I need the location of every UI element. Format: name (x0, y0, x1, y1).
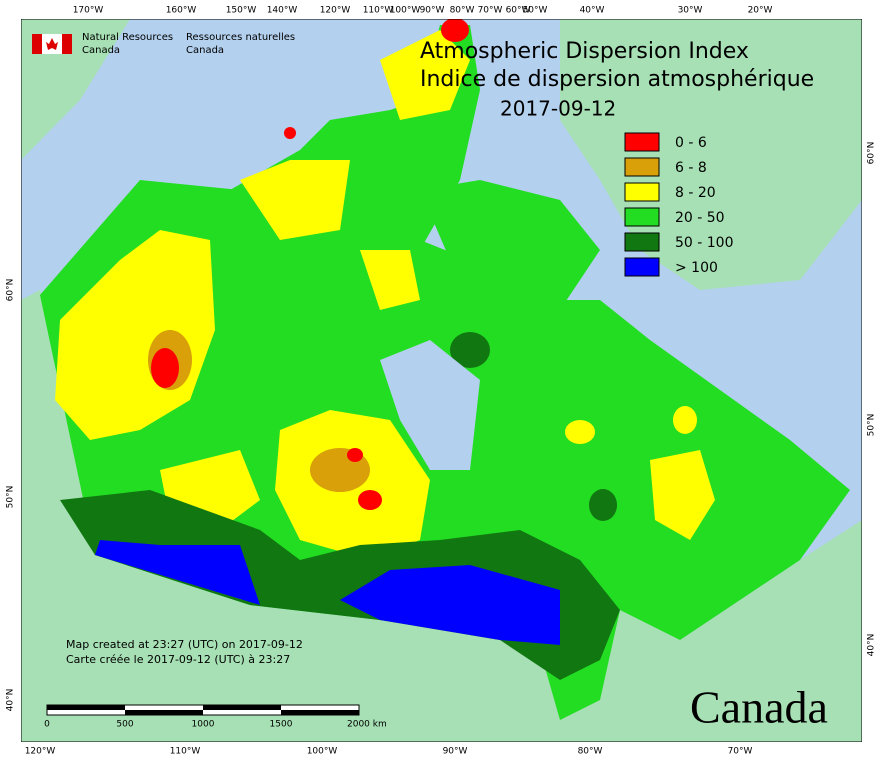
legend-swatch (624, 182, 660, 202)
longitude-label: 30°W (678, 6, 703, 16)
longitude-label: 120°W (25, 747, 56, 757)
legend: 0 - 6 6 - 8 8 - 20 20 - 50 50 - 100 > 100 (624, 132, 734, 277)
legend-swatch (624, 232, 660, 252)
agency-fr: Canada (186, 45, 224, 56)
legend-swatch (624, 132, 660, 152)
longitude-label: 20°W (748, 6, 773, 16)
zone-8-20 (565, 420, 595, 444)
latitude-label: 40°N (6, 689, 16, 712)
scale-label: 500 (116, 720, 133, 730)
longitude-label: 110°W (170, 747, 201, 757)
note: Map created at 23:27 (UTC) on 2017-09-12 (66, 638, 303, 651)
zone-0-6 (347, 448, 363, 462)
legend-swatch (624, 157, 660, 177)
longitude-label: 100°W (390, 6, 421, 16)
zone-8-20 (360, 250, 420, 310)
legend-label: > 100 (675, 260, 718, 276)
legend-label: 50 - 100 (675, 235, 734, 251)
zone-8-20 (240, 160, 350, 240)
longitude-label: 120°W (320, 6, 351, 16)
longitude-label: 110°W (363, 6, 394, 16)
agency-fr: Ressources naturelles (186, 32, 295, 43)
date: 2017-09-12 (500, 97, 616, 121)
zone-8-20 (380, 30, 470, 120)
legend-label: 20 - 50 (675, 210, 725, 226)
longitude-label: 40°W (580, 6, 605, 16)
zone-above-100 (95, 540, 260, 605)
wordmark: Canada (690, 682, 828, 733)
latitude-label: 60°N (867, 142, 877, 165)
longitude-label: 80°W (578, 747, 603, 757)
legend-label: 6 - 8 (675, 160, 707, 176)
zone-0-6 (441, 19, 469, 42)
zone-50-100 (450, 332, 490, 368)
longitude-label: 90°W (443, 747, 468, 757)
latitude-label: 60°N (6, 279, 16, 302)
longitude-label: 50°W (523, 6, 548, 16)
zone-8-20 (673, 406, 697, 434)
alaska (21, 19, 130, 160)
scale-label: 2000 km (347, 720, 387, 730)
logo (32, 34, 72, 54)
title: Atmospheric Dispersion Index (420, 39, 749, 64)
longitude-label: 70°W (478, 6, 503, 16)
longitude-label: 70°W (728, 747, 753, 757)
longitude-label: 160°W (166, 6, 197, 16)
zone-0-6 (284, 127, 296, 139)
zone-0-6 (151, 348, 179, 388)
latitude-label: 50°N (867, 414, 877, 437)
baffin-island (420, 180, 600, 310)
legend-swatch (624, 257, 660, 277)
legend-label: 8 - 20 (675, 185, 716, 201)
united-states (21, 290, 862, 742)
note: Carte créée le 2017-09-12 (UTC) à 23:27 (66, 653, 290, 666)
agency-en: Natural Resources (82, 32, 173, 43)
latitude-label: 40°N (867, 634, 877, 657)
scale-label: 1500 (270, 720, 293, 730)
scale-bar (46, 704, 360, 716)
longitude-label: 100°W (307, 747, 338, 757)
legend-swatch (624, 207, 660, 227)
zone-50-100 (589, 489, 617, 521)
scale-label: 0 (44, 720, 50, 730)
zone-0-6 (358, 490, 382, 510)
zone-above-100 (340, 565, 560, 645)
zone-8-20 (650, 450, 715, 540)
longitude-label: 60°W (506, 6, 531, 16)
hudson-bay (380, 340, 480, 470)
longitude-label: 80°W (450, 6, 475, 16)
legend-label: 0 - 6 (675, 135, 707, 151)
scale-label: 1000 (192, 720, 215, 730)
longitude-label: 150°W (226, 6, 257, 16)
latitude-label: 50°N (6, 486, 16, 509)
title: Indice de dispersion atmosphérique (420, 67, 814, 92)
map-area (21, 19, 862, 742)
longitude-label: 90°W (420, 6, 445, 16)
agency-en: Canada (82, 45, 120, 56)
scale-labels: 0 500 1000 1500 2000 km (44, 720, 387, 730)
longitude-label: 170°W (73, 6, 104, 16)
longitude-label: 140°W (267, 6, 298, 16)
